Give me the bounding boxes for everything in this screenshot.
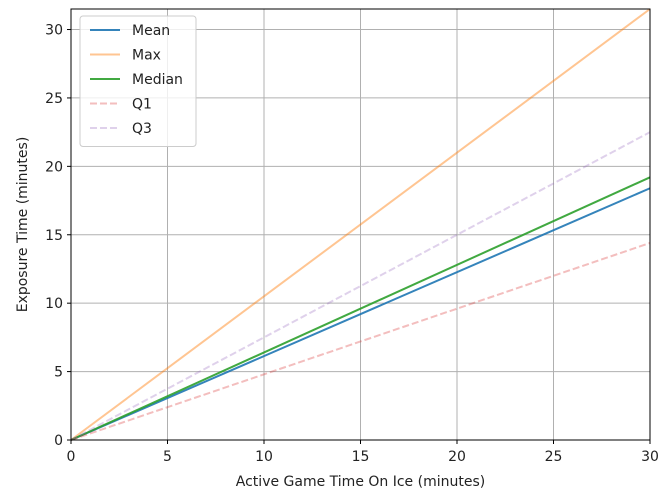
series-line-mean [70,187,651,441]
legend-label-q3: Q3 [132,121,152,137]
x-tick-label: 30 [641,449,658,465]
x-tick-label: 0 [67,449,76,465]
legend: Mean Max Median Q1 Q3 [79,15,197,147]
y-tick-label: 25 [45,91,63,107]
x-tick-label: 15 [352,449,370,465]
x-tick-label: 20 [448,449,466,465]
legend-label-median: Median [132,72,183,88]
y-tick-label: 20 [45,159,63,175]
y-tick-label: 5 [54,365,63,381]
x-tick-label: 5 [163,449,172,465]
x-tick-label: 10 [255,449,273,465]
legend-label-q1: Q1 [132,97,152,113]
y-tick-label: 10 [45,296,63,312]
y-tick-label: 30 [45,23,63,39]
legend-box [79,15,197,147]
series-line-median [70,176,651,441]
legend-label-max: Max [132,48,161,64]
series-line-q1 [70,242,651,441]
y-axis-label: Exposure Time (minutes) [15,137,31,313]
legend-label-mean: Mean [132,23,170,39]
grid [70,9,651,441]
x-tick-label: 25 [545,449,563,465]
y-tick-label: 0 [54,433,63,449]
x-axis-label: Active Game Time On Ice (minutes) [236,474,485,490]
series-lines [70,8,651,441]
y-tick-label: 15 [45,228,63,244]
series-line-max [70,8,651,441]
series-line-q3 [70,131,651,441]
axis-ticks: 0 5 10 15 20 25 30 0 5 10 15 20 25 30 [45,23,658,465]
